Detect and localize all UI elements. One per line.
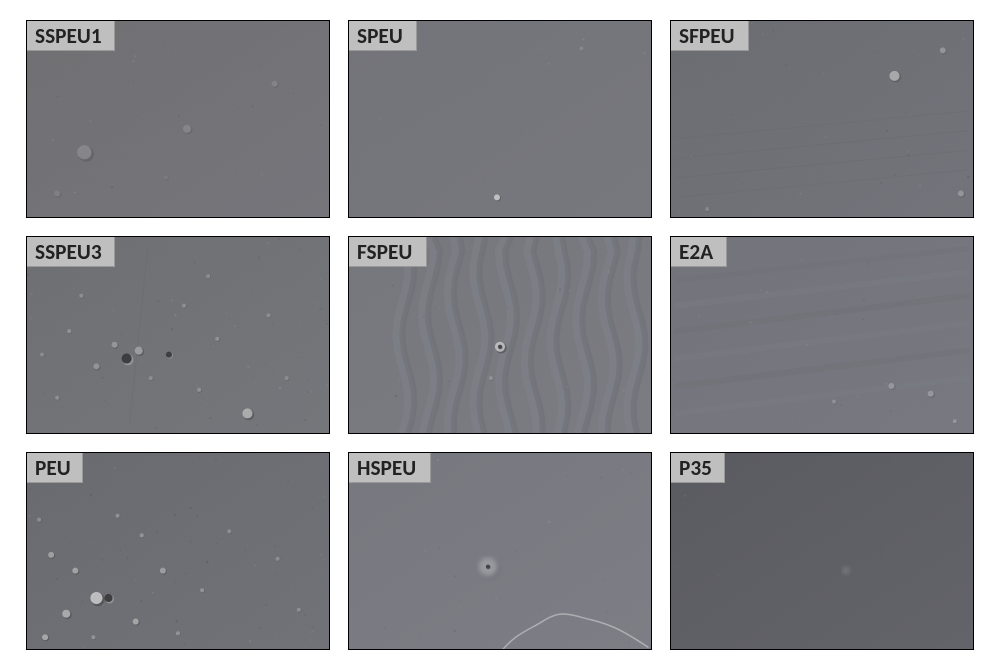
panel-label: P35 [671,453,725,483]
panel-e2a: E2A [670,236,974,434]
panel-sfpeu: SFPEU [670,20,974,218]
panel-label: FSPEU [349,237,427,267]
panel-hspeu: HSPEU [348,452,652,650]
panel-label: E2A [671,237,727,267]
panel-sspeu3: SSPEU3 [26,236,330,434]
panel-label: PEU [27,453,83,483]
panel-label: SSPEU1 [27,21,115,51]
panel-label: HSPEU [349,453,431,483]
panel-label: SPEU [349,21,417,51]
panel-label: SFPEU [671,21,749,51]
panel-p35: P35 [670,452,974,650]
panel-speu: SPEU [348,20,652,218]
panel-fspeu: FSPEU [348,236,652,434]
panel-sspeu1: SSPEU1 [26,20,330,218]
sem-image-grid: SSPEU1 SPEU SFPEU SSPEU3 FSPEU E2A PEU HSPEU P35 [0,0,1000,670]
panel-label: SSPEU3 [27,237,115,267]
panel-peu: PEU [26,452,330,650]
